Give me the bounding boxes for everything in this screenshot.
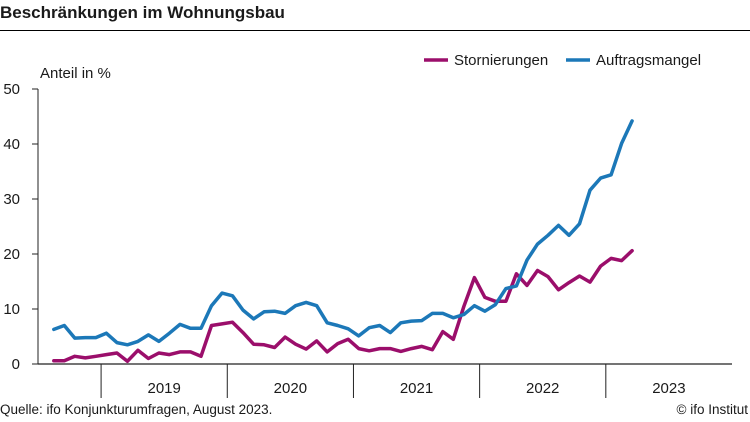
x-axis: 2019 2020 2021 2022 2023 <box>38 363 732 398</box>
x-tick-label: 2022 <box>526 380 559 397</box>
y-tick-label: 40 <box>3 136 20 153</box>
title-divider <box>0 30 750 31</box>
y-axis-label: Anteil in % <box>40 65 111 82</box>
y-axis: 0 10 20 30 40 50 <box>3 81 39 373</box>
chart-title: Beschränkungen im Wohnungsbau <box>0 3 285 22</box>
series-line-stornierungen <box>52 248 634 364</box>
legend-label-stornierungen: Stornierungen <box>454 52 548 69</box>
y-tick-label: 20 <box>3 246 20 263</box>
x-tick-label: 2023 <box>652 380 685 397</box>
plot-area <box>52 119 634 364</box>
y-tick-label: 0 <box>12 356 20 373</box>
y-tick-label: 50 <box>3 81 20 98</box>
legend-label-auftragsmangel: Auftragsmangel <box>596 52 701 69</box>
x-tick-label: 2021 <box>400 380 433 397</box>
y-tick-label: 30 <box>3 191 20 208</box>
y-tick-label: 10 <box>3 301 20 318</box>
x-tick-label: 2019 <box>147 380 180 397</box>
legend: Stornierungen Auftragsmangel <box>424 52 701 69</box>
series-line-auftragsmangel <box>52 119 634 347</box>
copyright-credit: © ifo Institut <box>676 402 748 417</box>
source-note: Quelle: ifo Konjunkturumfragen, August 2… <box>0 402 273 417</box>
x-tick-label: 2020 <box>274 380 307 397</box>
